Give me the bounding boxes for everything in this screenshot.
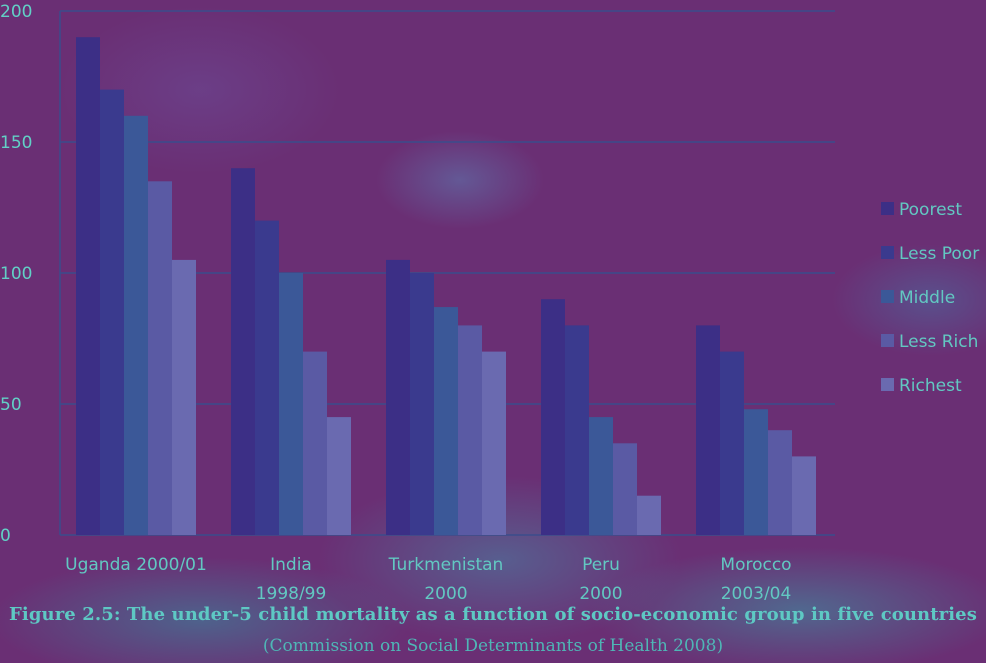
x-tick-label: India (270, 555, 312, 575)
legend-label: Middle (899, 288, 955, 308)
bar-less-rich (303, 351, 327, 535)
legend-label: Poorest (899, 200, 962, 220)
bar-less-rich (458, 325, 482, 535)
bar-middle (434, 307, 458, 535)
bar-poorest (231, 168, 255, 535)
x-tick-label: Peru (582, 555, 620, 575)
bar-less-rich (613, 443, 637, 535)
bar-middle (589, 417, 613, 535)
legend-swatch (881, 334, 894, 347)
y-tick-label: 150 (0, 133, 32, 153)
bar-richest (327, 417, 351, 535)
legend: Poorest Less Poor Middle Less Rich Richest (881, 200, 979, 396)
bar-less-poor (100, 89, 124, 535)
bar-middle (279, 273, 303, 535)
bar-poorest (386, 259, 410, 535)
x-tick-label: Morocco (720, 555, 791, 575)
bar-richest (637, 495, 661, 535)
x-tick-label: 2000 (579, 584, 622, 600)
legend-swatch (881, 202, 894, 215)
y-tick-label: 50 (0, 395, 22, 415)
bar-middle (744, 409, 768, 535)
y-tick-label: 200 (0, 2, 32, 22)
x-tick-label: Turkmenistan (388, 555, 504, 575)
x-tick-label: 2003/04 (721, 584, 792, 600)
bar-poorest (76, 37, 100, 535)
y-tick-label: 100 (0, 264, 32, 284)
bar-chart: 0 50 100 150 200 Uganda 2000/01 India 1998/99 T… (0, 2, 979, 600)
legend-label: Less Poor (899, 244, 979, 264)
legend-swatch (881, 246, 894, 259)
bar-less-poor (255, 220, 279, 535)
bar-richest (482, 351, 506, 535)
x-axis-labels: Uganda 2000/01 India 1998/99 Turkmenistan 20… (65, 555, 791, 600)
bar-richest (792, 456, 816, 535)
y-tick-label: 0 (0, 526, 11, 546)
x-tick-label: Uganda 2000/01 (65, 555, 207, 575)
x-tick-label: 1998/99 (256, 584, 327, 600)
figure-caption: Figure 2.5: The under-5 child mortality … (9, 604, 977, 625)
bars (76, 37, 816, 536)
bar-middle (124, 115, 148, 536)
y-axis-ticks: 0 50 100 150 200 (0, 2, 32, 546)
figure-source: (Commission on Social Determinants of He… (262, 636, 724, 656)
bar-poorest (541, 299, 565, 535)
bar-poorest (696, 325, 720, 535)
bar-less-rich (768, 430, 792, 535)
bar-less-poor (720, 351, 744, 535)
x-tick-label: 2000 (424, 584, 467, 600)
bar-less-rich (148, 181, 172, 536)
legend-label: Richest (899, 376, 962, 396)
legend-swatch (881, 290, 894, 303)
legend-swatch (881, 378, 894, 391)
bar-less-poor (410, 273, 434, 535)
legend-label: Less Rich (899, 332, 978, 352)
bar-richest (172, 259, 196, 535)
bar-less-poor (565, 325, 589, 535)
